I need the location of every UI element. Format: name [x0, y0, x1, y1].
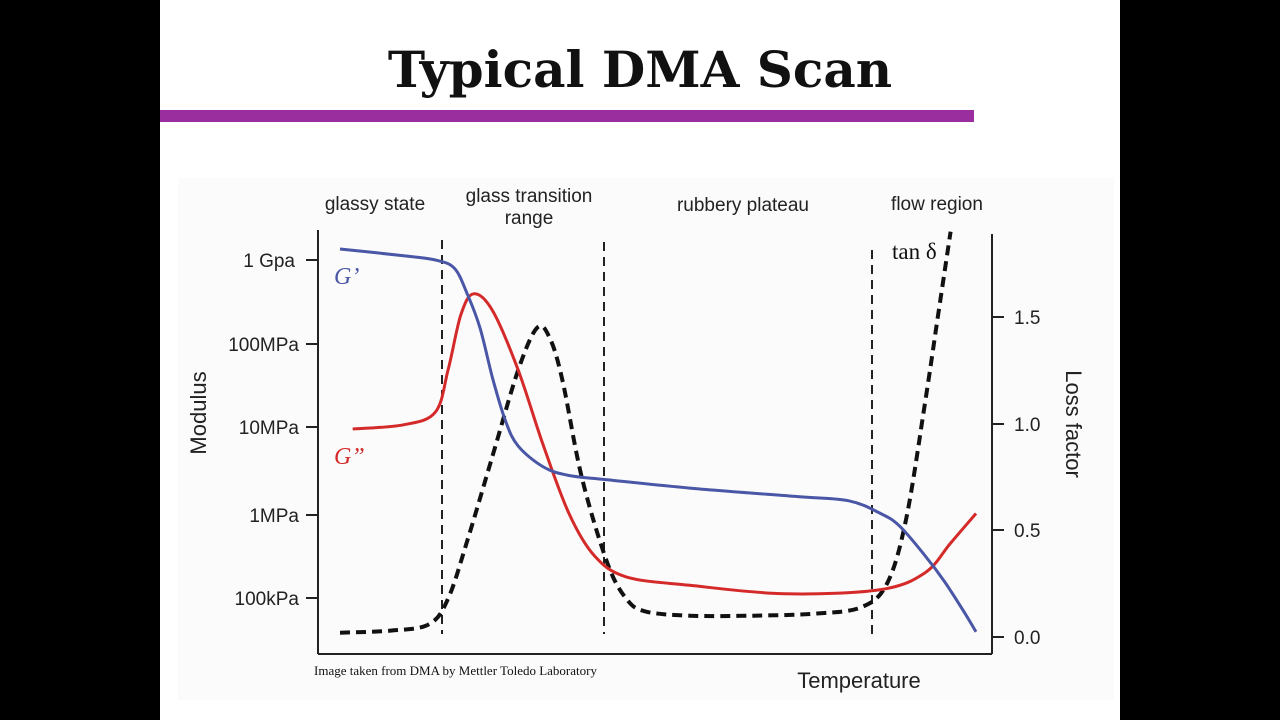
region-flow-region: flow region	[891, 194, 983, 215]
y-axis-label-loss-factor: Loss factor	[1061, 370, 1086, 478]
left-tick-1mpa: 1MPa	[249, 506, 299, 527]
left-tick-1gpa: 1 Gpa	[243, 251, 295, 272]
right-tick-0-5: 0.5	[1014, 521, 1040, 542]
right-ticks: 1.5 1.0 0.5 0.0	[992, 308, 1040, 649]
region-glass-transition-line2: range	[505, 208, 554, 229]
left-tick-100mpa: 100MPa	[228, 335, 299, 356]
title-underline	[160, 110, 974, 122]
y-axis-label-modulus: Modulus	[186, 371, 211, 454]
right-tick-0-0: 0.0	[1014, 628, 1040, 649]
region-glass-transition-line1: glass transition	[466, 186, 593, 207]
left-ticks: 1 Gpa 100MPa 10MPa 1MPa 100kPa	[228, 251, 318, 610]
right-tick-1-0: 1.0	[1014, 415, 1040, 436]
series-tan-delta-line	[339, 231, 953, 635]
series-g-prime-line	[339, 247, 978, 633]
left-tick-10mpa: 10MPa	[239, 418, 300, 439]
region-glassy-state: glassy state	[325, 194, 425, 215]
series-label-g-prime: G’	[334, 264, 359, 290]
dma-chart: glassy state glass transition range rubb…	[186, 186, 1086, 693]
left-tick-100kpa: 100kPa	[235, 589, 300, 610]
annotation-tan-delta: tan δ	[892, 239, 937, 264]
series-g-double-prime-line	[352, 292, 978, 596]
slide: Typical DMA Scan glassy state glass tran…	[160, 0, 1120, 720]
dma-figure: glassy state glass transition range rubb…	[178, 178, 1114, 700]
series-label-g-double-prime: G”	[334, 444, 365, 470]
right-tick-1-5: 1.5	[1014, 308, 1040, 329]
image-credit: Image taken from DMA by Mettler Toledo L…	[314, 663, 597, 678]
slide-title: Typical DMA Scan	[387, 40, 893, 99]
region-rubbery-plateau: rubbery plateau	[677, 195, 809, 216]
x-axis-label-temperature: Temperature	[797, 668, 921, 693]
